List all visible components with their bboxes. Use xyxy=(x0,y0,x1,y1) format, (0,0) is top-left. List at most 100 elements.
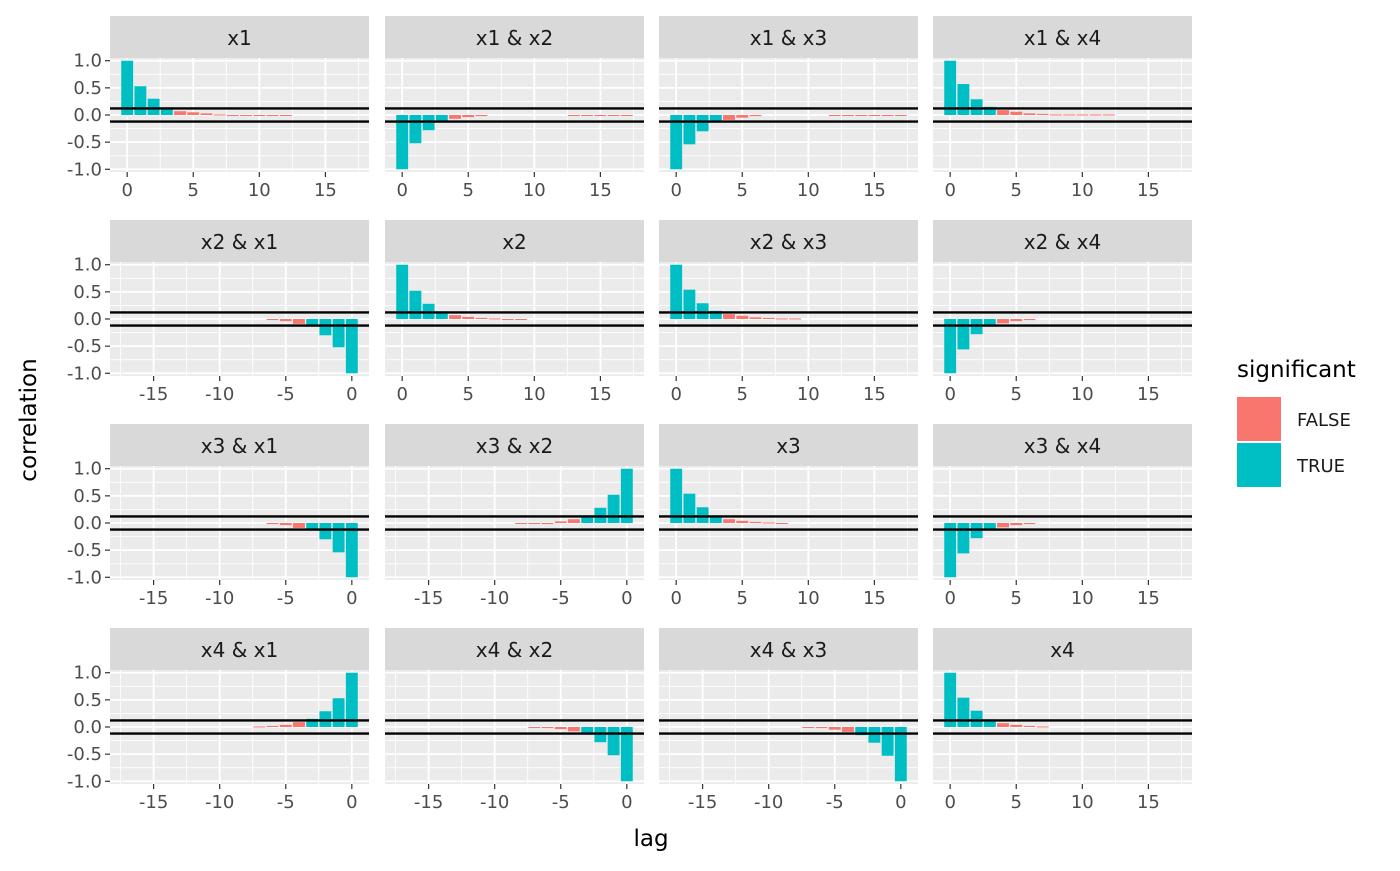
correlation-bar xyxy=(709,310,722,319)
facet-strip-label: x4 & x2 xyxy=(476,638,553,662)
y-tick-label: 1.0 xyxy=(73,459,102,480)
legend-label-true: TRUE xyxy=(1296,456,1345,477)
facet-strip xyxy=(385,424,644,466)
x-axis-title: lag xyxy=(633,826,668,852)
legend-key-true xyxy=(1237,443,1281,487)
correlation-bar xyxy=(435,115,448,123)
x-tick-label: 5 xyxy=(737,180,748,201)
y-tick-label: 0.0 xyxy=(73,105,102,126)
x-tick-label: 15 xyxy=(589,384,612,405)
correlation-bar xyxy=(970,99,983,115)
correlation-bar xyxy=(462,115,475,118)
facet-strip xyxy=(385,628,644,670)
correlation-bar xyxy=(1023,113,1036,115)
x-tick-label: -5 xyxy=(277,384,295,405)
correlation-bar xyxy=(174,111,186,115)
correlation-bar xyxy=(515,523,528,524)
correlation-bar xyxy=(944,60,957,115)
correlation-bar xyxy=(147,98,160,115)
x-tick-label: -15 xyxy=(139,384,168,405)
correlation-bar xyxy=(253,726,266,728)
correlation-bar xyxy=(1010,319,1023,322)
correlation-bar xyxy=(332,319,345,348)
correlation-bar xyxy=(306,319,319,327)
facet-panel: x4 & x2 -15 -10 -5 0 xyxy=(385,628,644,813)
facet-strip-label: x3 & x1 xyxy=(201,434,278,458)
x-tick-label: 5 xyxy=(1011,384,1022,405)
x-tick-label: 15 xyxy=(863,588,886,609)
correlation-bar xyxy=(1063,114,1076,116)
correlation-bar xyxy=(855,115,868,116)
correlation-bar xyxy=(541,727,554,729)
y-tick-label: 0.0 xyxy=(73,513,102,534)
facet-panel: x2 & x3 0 5 10 15 xyxy=(659,220,918,405)
correlation-bar xyxy=(396,264,409,319)
facet-strip xyxy=(659,424,918,466)
legend-label-false: FALSE xyxy=(1297,410,1351,431)
correlation-bar xyxy=(345,672,358,727)
correlation-bar xyxy=(293,722,305,727)
correlation-bar xyxy=(709,515,722,523)
correlation-bar xyxy=(568,519,580,523)
correlation-bar xyxy=(554,727,567,730)
x-tick-label: 0 xyxy=(944,792,955,813)
x-tick-label: 5 xyxy=(737,384,748,405)
correlation-bar xyxy=(749,115,762,117)
x-tick-label: 10 xyxy=(797,180,820,201)
facet-panel: x4 0 5 10 15 xyxy=(933,628,1192,813)
x-tick-label: -5 xyxy=(552,588,570,609)
x-tick-label: 0 xyxy=(670,180,681,201)
facet-strip-label: x3 & x2 xyxy=(476,434,553,458)
correlation-bar xyxy=(607,727,620,756)
correlation-bar xyxy=(957,697,970,727)
legend: significant FALSE TRUE xyxy=(1237,357,1356,487)
correlation-bar xyxy=(762,522,775,524)
correlation-bar xyxy=(749,317,762,319)
correlation-bar xyxy=(983,106,996,115)
correlation-bar xyxy=(670,264,683,319)
correlation-bar xyxy=(670,115,683,170)
facet-strip-label: x4 & x1 xyxy=(201,638,278,662)
correlation-bar xyxy=(723,519,735,523)
x-tick-label: 5 xyxy=(463,384,474,405)
correlation-bar xyxy=(868,115,881,116)
facet-strip-label: x2 xyxy=(502,230,527,254)
correlation-bar xyxy=(475,317,488,319)
x-tick-label: 0 xyxy=(944,180,955,201)
correlation-bar xyxy=(1010,523,1023,526)
correlation-bar xyxy=(319,319,332,336)
facet-panel: x2 0 5 10 15 xyxy=(385,220,644,405)
x-tick-label: 15 xyxy=(589,180,612,201)
x-tick-label: 10 xyxy=(797,384,820,405)
correlation-bar xyxy=(775,523,788,524)
y-tick-label: 1.0 xyxy=(73,663,102,684)
correlation-bar xyxy=(501,319,514,320)
correlation-bar xyxy=(266,523,279,525)
correlation-bar xyxy=(997,523,1009,528)
legend-title: significant xyxy=(1237,357,1356,383)
x-tick-label: 0 xyxy=(621,792,632,813)
facet-panel: x3 & x1 1.0 0.5 0.0 -0.5 -1.0 -15 -10 -5 0 xyxy=(67,424,369,609)
y-tick-label: -1.0 xyxy=(67,363,102,384)
x-tick-label: 0 xyxy=(895,792,906,813)
correlation-bar xyxy=(894,115,907,116)
y-tick-label: 0.5 xyxy=(73,78,102,99)
x-tick-label: -5 xyxy=(277,792,295,813)
correlation-bar xyxy=(253,115,266,116)
correlation-bar xyxy=(134,86,147,115)
y-tick-label: 0.0 xyxy=(73,717,102,738)
correlation-bar xyxy=(1036,726,1049,728)
x-tick-label: -10 xyxy=(205,384,234,405)
correlation-bar xyxy=(881,727,894,756)
facet-strip xyxy=(659,220,918,262)
correlation-bar xyxy=(736,115,749,118)
correlation-bar xyxy=(696,303,709,319)
correlation-bar xyxy=(802,727,815,728)
correlation-bar xyxy=(293,523,305,528)
facet-strip-label: x2 & x4 xyxy=(1024,230,1101,254)
x-tick-label: 15 xyxy=(863,180,886,201)
facet-strip xyxy=(110,220,369,262)
x-tick-label: -10 xyxy=(480,792,509,813)
facet-strip xyxy=(933,220,1192,262)
